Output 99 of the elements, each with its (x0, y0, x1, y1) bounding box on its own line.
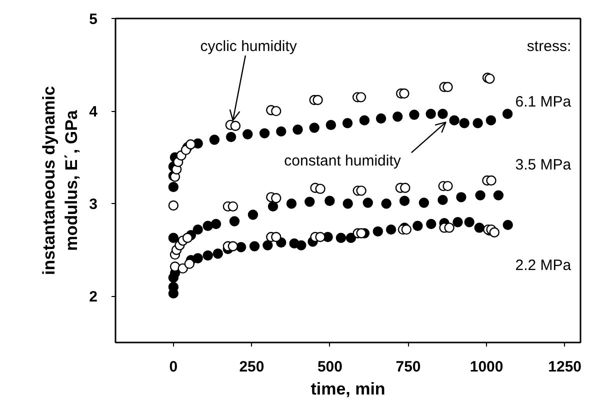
point (381, 198, 392, 209)
point (472, 118, 483, 128)
x-tick-label: 1000 (470, 358, 504, 376)
point (475, 190, 486, 200)
point (386, 224, 396, 235)
x-tick-label: 0 (169, 358, 178, 376)
point (342, 118, 353, 128)
annotation: 6.1 MPa (515, 93, 572, 110)
annotation: cyclic humidity (200, 38, 298, 55)
x-axis-title: time, min (310, 380, 386, 398)
point (228, 241, 238, 252)
point (399, 196, 410, 206)
point (442, 180, 453, 192)
point (342, 198, 353, 209)
point (212, 248, 223, 259)
point (271, 232, 282, 242)
point (249, 241, 260, 252)
point (449, 115, 460, 126)
point (168, 232, 179, 243)
point (168, 200, 179, 211)
point (502, 108, 513, 119)
point (438, 108, 448, 119)
y-tick-label: 5 (89, 11, 98, 28)
point (229, 216, 240, 226)
point (315, 232, 326, 242)
point (372, 226, 384, 237)
point (486, 175, 496, 186)
annotation: stress: (526, 38, 572, 55)
point (359, 115, 370, 126)
point (442, 82, 453, 92)
point (426, 218, 436, 230)
annotation: 2.2 MPa (515, 257, 572, 274)
point (459, 118, 470, 128)
point (268, 201, 278, 212)
y-tick-label: 2 (89, 288, 98, 306)
point (464, 217, 474, 228)
point (356, 92, 366, 102)
annotation: constant humidity (284, 152, 402, 170)
point (356, 186, 366, 196)
x-tick-label: 250 (239, 358, 264, 376)
point (336, 232, 346, 243)
point (168, 182, 179, 192)
point (209, 134, 220, 145)
point (362, 198, 373, 208)
point (399, 88, 410, 99)
point (271, 192, 282, 204)
point (286, 198, 297, 209)
point (186, 139, 196, 150)
point (210, 218, 222, 230)
point (242, 129, 253, 140)
point (452, 217, 463, 228)
point (276, 126, 286, 137)
point (438, 194, 448, 206)
point (392, 112, 403, 122)
point (271, 106, 282, 116)
point (474, 222, 484, 233)
point (426, 108, 436, 119)
point (400, 182, 410, 193)
x-tick-label: 1250 (548, 358, 582, 376)
point (502, 220, 513, 230)
point (248, 210, 258, 220)
point (412, 220, 423, 231)
point (456, 192, 466, 202)
point (259, 128, 270, 138)
point (326, 120, 336, 130)
point (484, 74, 495, 84)
point (309, 122, 320, 133)
x-tick-label: 500 (317, 358, 343, 376)
point (444, 222, 454, 233)
x-tick-label: 750 (396, 358, 421, 376)
y-tick-label: 3 (89, 196, 98, 214)
point (292, 124, 303, 135)
point (202, 250, 213, 261)
point (356, 228, 366, 238)
y-tick-label: 4 (89, 104, 98, 121)
point (228, 201, 238, 212)
point (486, 115, 496, 126)
point (226, 132, 236, 142)
point (493, 190, 504, 200)
point (376, 113, 386, 124)
point (192, 224, 203, 235)
point (192, 253, 203, 264)
point (296, 240, 306, 250)
point (230, 120, 241, 131)
point (202, 220, 213, 231)
point (418, 198, 430, 208)
point (324, 196, 335, 206)
point (304, 196, 315, 207)
point (409, 110, 420, 120)
point (312, 94, 323, 106)
y-axis-title: instantaneous dynamic modulus, E΄, GPa (39, 86, 82, 275)
point (489, 227, 500, 238)
annotation: 3.5 MPa (515, 156, 572, 174)
point (184, 258, 194, 269)
point (262, 240, 273, 250)
point (170, 262, 180, 272)
point (182, 232, 193, 243)
point (315, 184, 326, 194)
point (346, 232, 356, 243)
